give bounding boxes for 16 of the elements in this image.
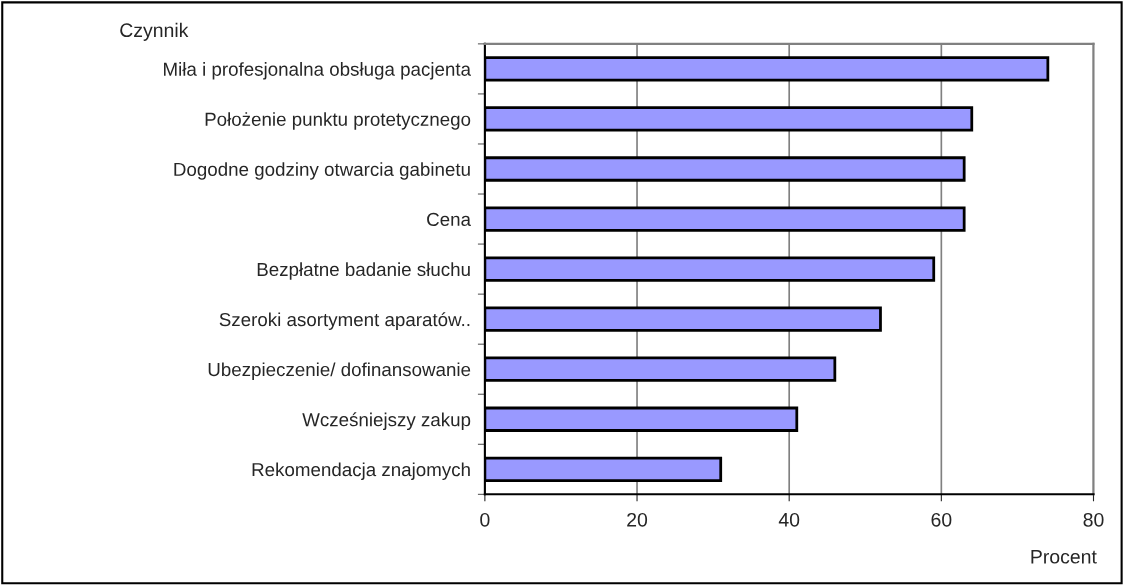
x-axis-title: Procent	[1031, 550, 1097, 564]
y-tick-label: Położenie punktu protetycznego	[205, 112, 471, 130]
y-tick-label: Rekomendacja znajomych	[252, 462, 470, 480]
y-tick-label: Wcześniejszy zakup	[302, 412, 471, 431]
y-tick-label: Ubezpieczenie/ dofinansowanie	[208, 362, 471, 380]
y-axis-title: Czynnik	[120, 22, 189, 41]
y-tick-label: Dogodne godziny otwarcia gabinetu	[174, 162, 470, 180]
x-tick-label: 80	[1083, 512, 1104, 527]
x-tick-label: 60	[931, 512, 952, 527]
y-tick-label: Bezpłatne badanie słuchu	[257, 262, 470, 280]
y-tick-label: Szeroki asortyment aparatów..	[219, 312, 470, 330]
x-tick-label: 0	[480, 512, 490, 527]
y-tick-label: Miła i profesjonalna obsługa pacjenta	[164, 62, 472, 80]
y-tick-label: Cena	[427, 212, 471, 227]
x-tick-label: 20	[627, 512, 648, 527]
x-tick-label: 40	[778, 512, 800, 527]
